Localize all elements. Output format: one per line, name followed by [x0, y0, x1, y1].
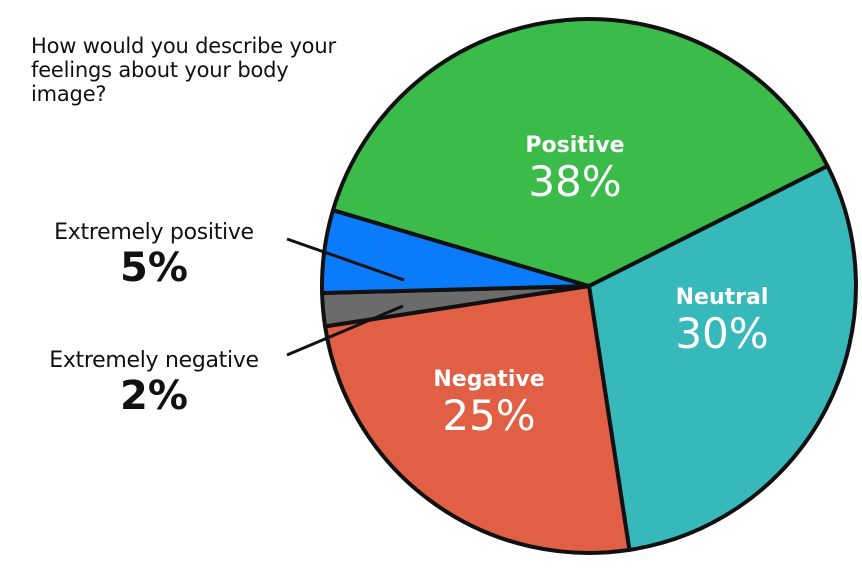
leader-line-extremely-negative	[286, 304, 404, 357]
leader-line-extremely-positive	[286, 237, 405, 282]
slice-name: Extremely positive	[54, 220, 254, 245]
label-extremely-negative: Extremely negative 2%	[20, 348, 288, 418]
slice-percent: 25%	[442, 391, 536, 440]
slice-label-positive: Positive 38%	[475, 133, 675, 205]
slice-label-negative: Negative 25%	[389, 367, 589, 439]
chart-title: How would you describe your feelings abo…	[31, 34, 336, 106]
pie-slice-neutral	[587, 164, 858, 552]
slice-percent: 30%	[675, 309, 769, 358]
slice-label-neutral: Neutral 30%	[622, 285, 822, 357]
pie-slice-negative	[323, 284, 632, 555]
slice-percent: 5%	[120, 245, 188, 291]
slice-name: Positive	[525, 133, 625, 158]
slice-percent: 2%	[120, 373, 188, 419]
slice-name: Extremely negative	[49, 348, 259, 373]
slice-percent: 38%	[528, 157, 622, 206]
label-extremely-positive: Extremely positive 5%	[20, 220, 288, 290]
slice-name: Negative	[433, 367, 545, 392]
slice-name: Neutral	[675, 285, 769, 310]
pie-slice-positive	[331, 17, 830, 288]
